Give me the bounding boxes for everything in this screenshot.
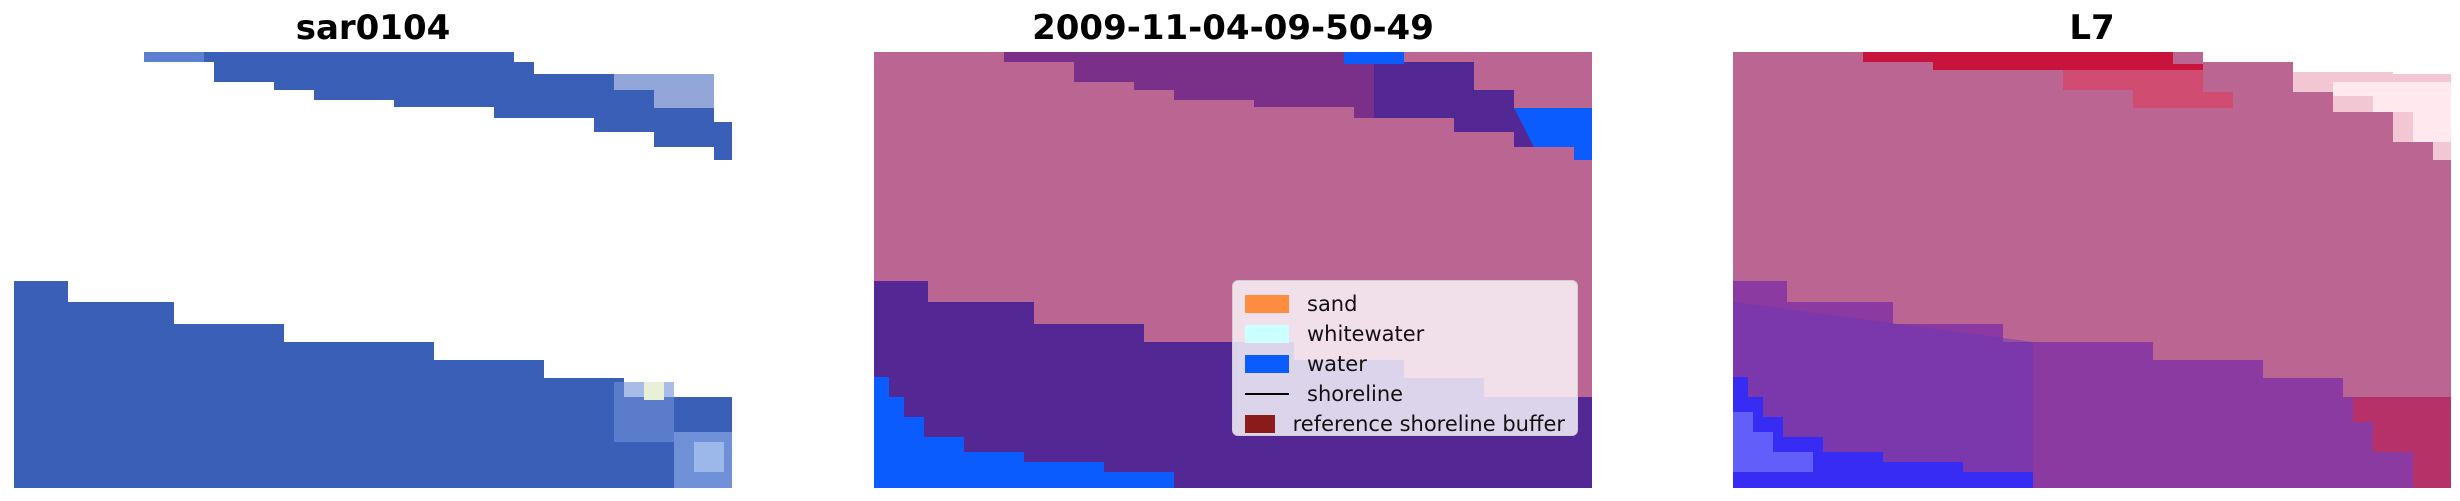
sand-swatch bbox=[1245, 295, 1289, 313]
legend-item-shoreline: shoreline bbox=[1245, 379, 1565, 409]
water-swatch bbox=[1245, 355, 1289, 373]
l7-image bbox=[1733, 52, 2451, 488]
panel-title: 2009-11-04-09-50-49 bbox=[1032, 8, 1434, 48]
panel-title: sar0104 bbox=[295, 8, 451, 48]
panel-l7: L7 bbox=[1733, 0, 2451, 501]
legend-item-reference-buffer: reference shoreline buffer bbox=[1245, 409, 1565, 439]
sar-image bbox=[14, 52, 732, 488]
panel-title: L7 bbox=[2069, 8, 2115, 48]
legend-item-sand: sand bbox=[1245, 289, 1565, 319]
legend: sand whitewater water shoreline referenc… bbox=[1232, 280, 1578, 436]
reference-buffer-swatch bbox=[1245, 415, 1275, 433]
shoreline-line bbox=[1245, 393, 1289, 395]
panel-sar0104: sar0104 bbox=[14, 0, 732, 501]
whitewater-swatch bbox=[1245, 325, 1289, 343]
legend-item-whitewater: whitewater bbox=[1245, 319, 1565, 349]
legend-item-water: water bbox=[1245, 349, 1565, 379]
